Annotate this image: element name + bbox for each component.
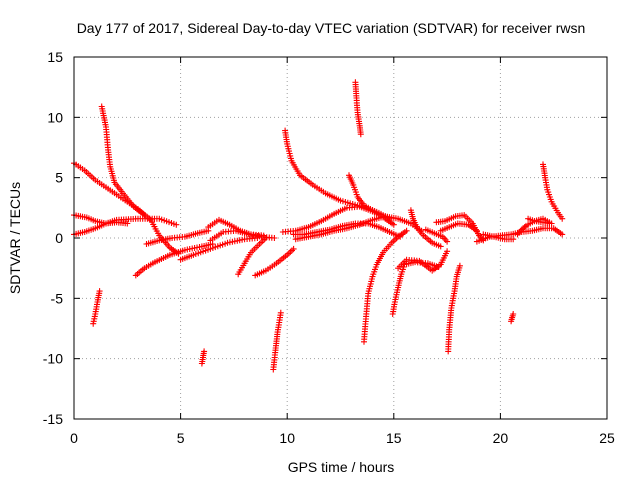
data-point-markers	[395, 248, 451, 274]
x-tick-label: 0	[70, 430, 78, 446]
data-series	[177, 235, 261, 263]
data-point-markers	[437, 220, 480, 234]
data-point-markers	[198, 348, 208, 367]
data-point-markers	[252, 245, 297, 279]
chart-title: Day 177 of 2017, Sidereal Day-to-day VTE…	[77, 20, 586, 36]
data-point-markers	[71, 160, 182, 257]
data-point-markers	[445, 262, 463, 355]
x-tick-label: 10	[279, 430, 295, 446]
data-point-markers	[270, 309, 284, 373]
data-point-markers	[508, 311, 517, 325]
data-point-markers	[525, 215, 553, 227]
y-tick-label: 5	[55, 170, 63, 186]
data-point-markers	[132, 241, 216, 279]
data-series	[437, 220, 480, 234]
grid	[74, 57, 607, 419]
data-point-markers	[346, 172, 376, 214]
y-tick-label: -15	[43, 411, 63, 427]
data-point-markers	[143, 227, 212, 247]
data-series	[445, 262, 463, 355]
data-series	[252, 245, 297, 279]
data-series	[132, 241, 216, 279]
y-tick-label: -5	[51, 290, 64, 306]
data-series	[346, 172, 376, 214]
data-point-markers	[282, 127, 393, 222]
data-point-markers	[235, 235, 269, 278]
data-point-markers	[407, 207, 444, 250]
data-marks	[71, 79, 566, 373]
data-series	[71, 160, 182, 257]
data-series	[352, 79, 364, 138]
data-series	[282, 127, 393, 222]
x-tick-label: 20	[493, 430, 509, 446]
y-tick-label: -10	[43, 351, 63, 367]
data-series	[98, 103, 148, 219]
data-series	[198, 348, 208, 367]
data-series	[508, 311, 517, 325]
data-point-markers	[207, 227, 278, 244]
data-point-markers	[480, 231, 517, 243]
x-tick-label: 5	[177, 430, 185, 446]
data-series	[422, 226, 451, 245]
y-axis-label: SDTVAR / TECUs	[7, 182, 23, 294]
y-tick-label: 15	[47, 49, 63, 65]
data-point-markers	[292, 213, 425, 243]
data-series	[480, 231, 517, 243]
data-point-markers	[422, 226, 451, 245]
data-series	[207, 227, 278, 244]
x-axis-label: GPS time / hours	[288, 459, 395, 475]
data-series	[540, 161, 566, 222]
data-series	[270, 309, 284, 373]
data-series	[525, 215, 553, 227]
data-series	[90, 288, 103, 327]
x-tick-label: 15	[386, 430, 402, 446]
data-point-markers	[177, 235, 261, 263]
data-series	[292, 213, 425, 243]
y-tick-label: 0	[55, 230, 63, 246]
data-series	[361, 227, 410, 345]
axes: 0 5 10 15 20 25 -15 -10 -5 0 5 10 15	[43, 49, 615, 446]
x-tick-label: 25	[599, 430, 615, 446]
data-series	[235, 235, 269, 278]
y-tick-label: 10	[47, 109, 63, 125]
data-series	[407, 207, 444, 250]
plot-frame	[73, 56, 608, 420]
data-series	[143, 227, 212, 247]
data-point-markers	[98, 103, 148, 219]
data-series	[395, 248, 451, 274]
data-point-markers	[90, 288, 103, 327]
data-point-markers	[361, 227, 410, 345]
data-point-markers	[352, 79, 364, 138]
data-point-markers	[540, 161, 566, 222]
